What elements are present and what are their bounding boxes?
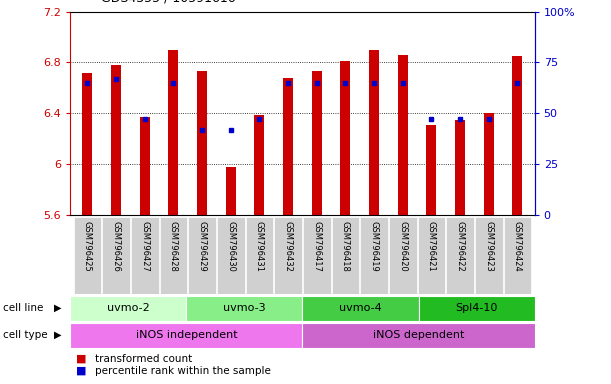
Bar bbox=[70, 323, 302, 348]
Text: GSM796428: GSM796428 bbox=[169, 221, 178, 271]
Text: GSM796418: GSM796418 bbox=[341, 221, 350, 271]
Text: GSM796420: GSM796420 bbox=[398, 221, 408, 271]
Text: percentile rank within the sample: percentile rank within the sample bbox=[95, 366, 271, 376]
Bar bbox=[159, 217, 187, 294]
Text: ■: ■ bbox=[76, 354, 87, 364]
Bar bbox=[188, 217, 216, 294]
Bar bbox=[103, 217, 130, 294]
Bar bbox=[455, 120, 465, 215]
Text: GSM796425: GSM796425 bbox=[83, 221, 92, 271]
Bar bbox=[503, 217, 531, 294]
Text: GSM796429: GSM796429 bbox=[197, 221, 207, 271]
Text: uvmo-3: uvmo-3 bbox=[223, 303, 266, 313]
Bar bbox=[419, 296, 535, 321]
Bar bbox=[140, 117, 150, 215]
Bar bbox=[340, 61, 351, 215]
Bar bbox=[426, 125, 436, 215]
Bar bbox=[111, 65, 121, 215]
Bar bbox=[254, 114, 265, 215]
Bar bbox=[312, 71, 322, 215]
Text: cell line: cell line bbox=[3, 303, 43, 313]
Bar bbox=[197, 71, 207, 215]
Bar bbox=[447, 217, 474, 294]
Text: GSM796422: GSM796422 bbox=[456, 221, 464, 271]
Bar bbox=[398, 55, 408, 215]
Text: GSM796419: GSM796419 bbox=[370, 221, 379, 271]
Bar bbox=[484, 113, 494, 215]
Bar bbox=[389, 217, 417, 294]
Text: iNOS dependent: iNOS dependent bbox=[373, 330, 464, 340]
Text: uvmo-2: uvmo-2 bbox=[107, 303, 150, 313]
Bar bbox=[302, 296, 419, 321]
Bar bbox=[226, 167, 236, 215]
Bar bbox=[418, 217, 445, 294]
Text: GSM796432: GSM796432 bbox=[284, 221, 293, 271]
Text: ▶: ▶ bbox=[54, 330, 62, 340]
Text: GSM796430: GSM796430 bbox=[226, 221, 235, 271]
Text: GSM796431: GSM796431 bbox=[255, 221, 264, 271]
Bar bbox=[360, 217, 388, 294]
Bar bbox=[274, 217, 302, 294]
Bar bbox=[169, 50, 178, 215]
Text: ■: ■ bbox=[76, 366, 87, 376]
Text: GSM796426: GSM796426 bbox=[112, 221, 120, 271]
Text: ▶: ▶ bbox=[54, 303, 62, 313]
Bar bbox=[283, 78, 293, 215]
Bar bbox=[475, 217, 502, 294]
Bar bbox=[186, 296, 302, 321]
Text: GSM796427: GSM796427 bbox=[141, 221, 149, 271]
Bar bbox=[369, 50, 379, 215]
Text: GSM796423: GSM796423 bbox=[485, 221, 493, 271]
Text: iNOS independent: iNOS independent bbox=[136, 330, 237, 340]
Text: GSM796424: GSM796424 bbox=[513, 221, 522, 271]
Bar bbox=[302, 323, 535, 348]
Bar bbox=[131, 217, 158, 294]
Bar bbox=[246, 217, 273, 294]
Text: cell type: cell type bbox=[3, 330, 48, 340]
Bar bbox=[74, 217, 101, 294]
Text: transformed count: transformed count bbox=[95, 354, 192, 364]
Bar bbox=[303, 217, 331, 294]
Bar bbox=[217, 217, 244, 294]
Text: GSM796417: GSM796417 bbox=[312, 221, 321, 271]
Text: Spl4-10: Spl4-10 bbox=[455, 303, 498, 313]
Text: GDS4355 / 10591616: GDS4355 / 10591616 bbox=[101, 0, 235, 5]
Bar bbox=[82, 73, 92, 215]
Bar bbox=[70, 296, 186, 321]
Bar bbox=[513, 56, 522, 215]
Text: GSM796421: GSM796421 bbox=[427, 221, 436, 271]
Text: uvmo-4: uvmo-4 bbox=[339, 303, 382, 313]
Bar bbox=[332, 217, 359, 294]
